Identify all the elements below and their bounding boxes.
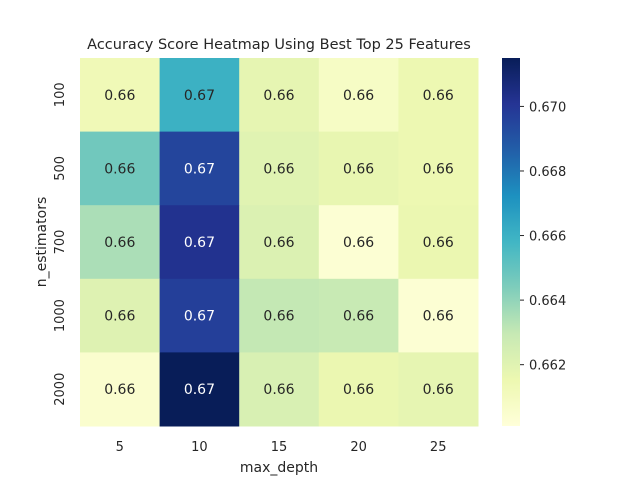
- heatmap-cell: [398, 205, 479, 280]
- cell-annotation: 0.67: [184, 88, 215, 104]
- heatmap-cell: [398, 278, 479, 353]
- heatmap-cell: [398, 352, 479, 427]
- cell-annotation: 0.66: [343, 88, 374, 104]
- heatmap-cell: [239, 58, 320, 133]
- cell-annotation: 0.66: [423, 309, 454, 325]
- cell-annotation: 0.66: [343, 382, 374, 398]
- cell-annotation: 0.66: [423, 161, 454, 177]
- cell-annotation: 0.66: [104, 382, 135, 398]
- colorbar-tick-label: 0.666: [529, 230, 566, 245]
- x-tick-label: 15: [271, 440, 288, 455]
- heatmap-cell: [159, 131, 240, 206]
- heatmap-cell: [398, 131, 479, 206]
- heatmap-cell: [318, 131, 399, 206]
- colorbar-gradient: [502, 58, 520, 426]
- y-tick-label: 100: [53, 82, 68, 107]
- y-tick-labels: 100 500 700 1000 2000: [53, 82, 68, 405]
- cell-annotation: 0.66: [263, 382, 294, 398]
- heatmap-cell: [318, 58, 399, 133]
- cell-annotation: 0.67: [184, 382, 215, 398]
- y-tick-label: 2000: [53, 373, 68, 406]
- heatmap-cell: [159, 278, 240, 353]
- x-tick-label: 20: [350, 440, 367, 455]
- heatmap-cell: [318, 278, 399, 353]
- cell-annotation: 0.66: [423, 88, 454, 104]
- cell-annotation: 0.66: [104, 235, 135, 251]
- cell-annotation: 0.66: [263, 161, 294, 177]
- x-tick-label: 10: [191, 440, 208, 455]
- x-tick-labels: 5 10 15 20 25: [116, 440, 447, 455]
- heatmap-cell: [318, 352, 399, 427]
- cell-annotation: 0.66: [263, 309, 294, 325]
- heatmap-cell: [318, 205, 399, 280]
- heatmap-cell: [80, 205, 161, 280]
- cell-annotation: 0.66: [104, 88, 135, 104]
- cell-annotation: 0.67: [184, 235, 215, 251]
- cell-annotation: 0.66: [343, 235, 374, 251]
- cell-annotation: 0.66: [423, 382, 454, 398]
- cell-annotation: 0.66: [104, 309, 135, 325]
- cell-annotation: 0.66: [263, 88, 294, 104]
- colorbar-ticks: 0.662 0.664 0.666 0.668 0.670: [520, 100, 566, 374]
- colorbar: 0.662 0.664 0.666 0.668 0.670: [502, 58, 566, 426]
- chart-title: Accuracy Score Heatmap Using Best Top 25…: [87, 37, 471, 53]
- cell-annotation: 0.66: [104, 161, 135, 177]
- cell-annotation: 0.67: [184, 309, 215, 325]
- heatmap-cell: [239, 205, 320, 280]
- y-axis-label: n_estimators: [34, 197, 50, 287]
- cell-annotation: 0.66: [343, 309, 374, 325]
- cell-annotation: 0.66: [263, 235, 294, 251]
- heatmap-cell: [80, 352, 161, 427]
- heatmap-cell: [80, 131, 161, 206]
- colorbar-tick-label: 0.664: [529, 294, 566, 309]
- x-tick-label: 5: [116, 440, 124, 455]
- x-tick-label: 25: [430, 440, 447, 455]
- heatmap-cell: [159, 352, 240, 427]
- cell-annotations: 0.66 0.67 0.66 0.66 0.66 0.66 0.67 0.66 0.66 0.66…: [104, 88, 454, 398]
- y-tick-label: 500: [53, 156, 68, 181]
- y-tick-label: 700: [53, 230, 68, 255]
- heatmap-cell: [80, 58, 161, 133]
- y-tick-label: 1000: [53, 299, 68, 332]
- heatmap-cell: [80, 278, 161, 353]
- heatmap-cell: [159, 58, 240, 133]
- colorbar-tick-label: 0.668: [529, 165, 566, 180]
- colorbar-tick-label: 0.670: [529, 100, 566, 115]
- heatmap-cells: [80, 58, 479, 427]
- heatmap-cell: [239, 352, 320, 427]
- cell-annotation: 0.66: [423, 235, 454, 251]
- cell-annotation: 0.67: [184, 161, 215, 177]
- heatmap-cell: [159, 205, 240, 280]
- heatmap-cell: [398, 58, 479, 133]
- cell-annotation: 0.66: [343, 161, 374, 177]
- colorbar-tick-label: 0.662: [529, 359, 566, 374]
- x-axis-label: max_depth: [240, 460, 318, 476]
- heatmap-cell: [239, 278, 320, 353]
- heatmap-cell: [239, 131, 320, 206]
